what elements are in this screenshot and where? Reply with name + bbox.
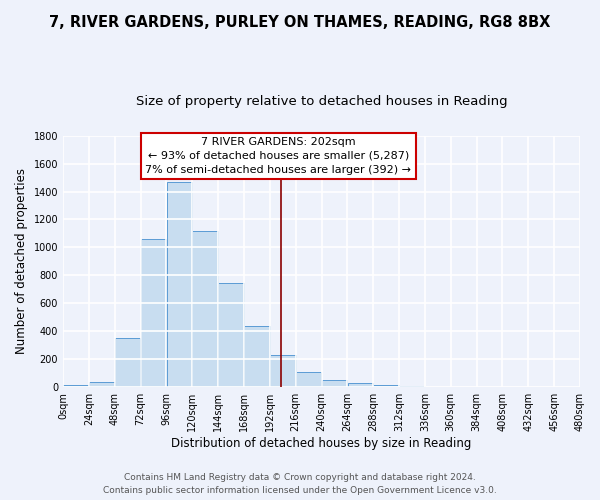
Bar [322, 380, 347, 388]
Bar [63, 385, 89, 388]
Title: Size of property relative to detached houses in Reading: Size of property relative to detached ho… [136, 95, 508, 108]
Bar [115, 338, 140, 388]
Bar [270, 355, 296, 388]
Text: 7 RIVER GARDENS: 202sqm
← 93% of detached houses are smaller (5,287)
7% of semi-: 7 RIVER GARDENS: 202sqm ← 93% of detache… [145, 137, 412, 175]
Bar [141, 239, 166, 388]
Bar [296, 372, 322, 388]
X-axis label: Distribution of detached houses by size in Reading: Distribution of detached houses by size … [172, 437, 472, 450]
Bar [347, 383, 373, 388]
Text: Contains HM Land Registry data © Crown copyright and database right 2024.
Contai: Contains HM Land Registry data © Crown c… [103, 474, 497, 495]
Y-axis label: Number of detached properties: Number of detached properties [15, 168, 28, 354]
Bar [89, 382, 115, 388]
Bar [167, 182, 192, 388]
Bar [244, 326, 269, 388]
Text: 7, RIVER GARDENS, PURLEY ON THAMES, READING, RG8 8BX: 7, RIVER GARDENS, PURLEY ON THAMES, READ… [49, 15, 551, 30]
Bar [218, 283, 244, 388]
Bar [373, 385, 399, 388]
Bar [193, 230, 218, 388]
Bar [399, 386, 425, 388]
